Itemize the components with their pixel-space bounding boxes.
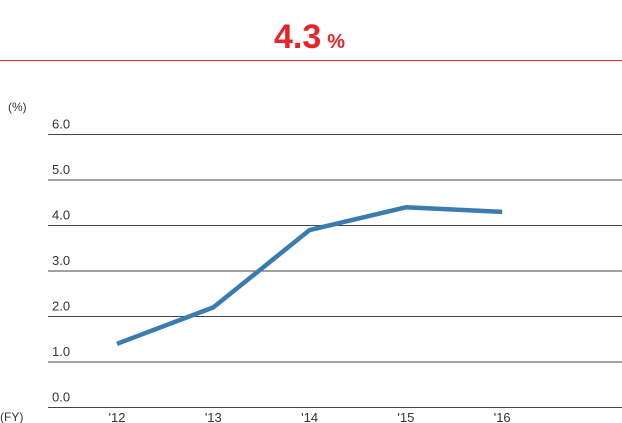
x-tick-label: '13 [205,410,222,423]
x-tick-label: '12 [109,410,126,423]
y-axis-label: (%) [8,100,27,114]
y-tick-label: 3.0 [52,253,70,268]
y-tick-label: 2.0 [52,299,70,314]
x-tick-label: '16 [494,410,511,423]
line-series [116,205,503,346]
y-tick-label: 5.0 [52,162,70,177]
y-tick-label: 4.0 [52,208,70,223]
y-tick-label: 0.0 [52,390,70,405]
x-tick-label: '14 [301,410,318,423]
y-tick-label: 6.0 [52,117,70,132]
title-unit: % [327,31,345,53]
x-axis-label: (FY) [0,410,23,423]
x-tick-label: '15 [397,410,414,423]
y-tick-label: 1.0 [52,344,70,359]
chart-title: 4.3 [274,18,321,56]
title-group: 4.3% [274,18,345,56]
